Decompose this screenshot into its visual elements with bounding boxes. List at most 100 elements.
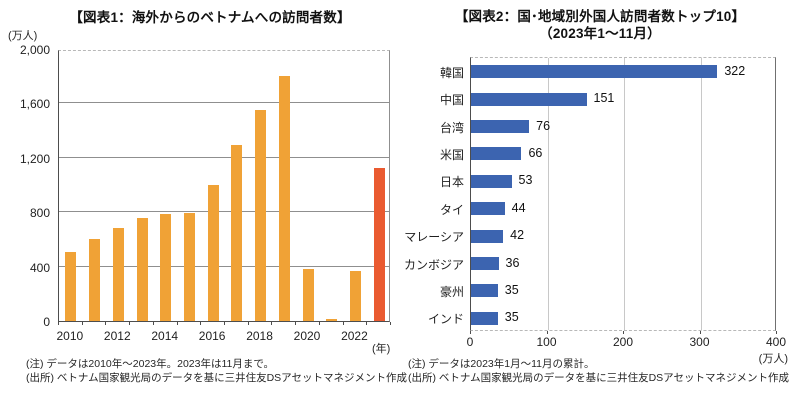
fig2-category-label: 中国: [439, 93, 464, 108]
fig1-xtick-label: 2020: [293, 329, 321, 343]
fig1-axis-tick: [129, 322, 131, 325]
fig2-value-label: 53: [518, 173, 533, 188]
fig2-bar-4: [471, 174, 512, 188]
fig1-bar-2016: [207, 184, 219, 321]
fig2-xtick-label: 100: [536, 335, 557, 349]
fig1-y-unit-label: (万人): [8, 30, 38, 42]
fig1-ytick-label: 1,600: [19, 97, 50, 112]
fig1-source-line: (出所) ベトナム国家観光局のデータを基に三井住友DSアセットマネジメント作成: [26, 371, 407, 384]
fig1-bar-2017: [231, 145, 243, 321]
fig2-gridline: [700, 58, 702, 330]
fig2-plot-area: [470, 57, 776, 331]
fig1-plot-area: [58, 50, 390, 322]
fig1-axis-tick: [152, 322, 154, 325]
fig2-category-label: 台湾: [439, 120, 464, 135]
fig2-title-line1: 【図表2：国･地域別外国人訪問者数トップ10】: [454, 9, 746, 24]
fig1-gridline: [59, 211, 389, 213]
fig2-notes: (注) データは2023年1月～11月の累計。 (出所) ベトナム国家観光局のデ…: [408, 358, 789, 385]
fig2-value-label: 322: [724, 63, 746, 78]
fig2-value-label: 35: [504, 282, 519, 297]
fig1-axis-tick: [295, 322, 297, 325]
fig2-value-label: 35: [504, 310, 519, 325]
fig1-axis-tick: [105, 322, 107, 325]
fig2-axis-tick: [546, 331, 548, 334]
fig2-gridline: [624, 58, 625, 330]
fig2-bar-2: [471, 120, 530, 133]
fig2-value-label: 42: [510, 228, 525, 243]
fig1-bar-2018: [255, 110, 267, 321]
fig1-xtick-label: 2010: [56, 329, 84, 343]
fig2-note-line: (注) データは2023年1月～11月の累計。: [408, 358, 595, 370]
fig2-bar-6: [471, 229, 504, 243]
fig2-category-label: マレーシア: [404, 230, 464, 245]
fig2-axis-tick: [776, 331, 777, 334]
fig2-value-label: 44: [511, 200, 526, 215]
fig2-value-label: 151: [593, 91, 615, 106]
fig2-category-label: 韓国: [439, 65, 464, 80]
fig1-ytick-label: 800: [29, 206, 50, 221]
fig1-title: 【図表1：海外からのベトナムへの訪問者数】: [69, 10, 351, 25]
fig1-gridline: [59, 102, 389, 104]
fig1-axis-tick: [271, 322, 273, 325]
fig1-axis-tick: [58, 322, 59, 325]
fig2-gridline: [547, 58, 549, 330]
fig1-axis-tick: [342, 322, 344, 325]
fig1-ytick-label: 2,000: [19, 43, 50, 57]
fig2-category-label: インド: [427, 312, 464, 327]
fig2-category-label: タイ: [439, 202, 464, 217]
fig2-axis-tick: [470, 331, 471, 334]
fig2-xtick-label: 200: [612, 335, 634, 349]
fig1-bar-2013: [136, 218, 148, 321]
fig1-gridline: [59, 265, 389, 267]
fig1-bar-2015: [183, 213, 195, 321]
fig2-category-label: 豪州: [439, 284, 464, 299]
fig1-notes: (注) データは2010年～2023年。2023年は11月まで。 (出所) ベト…: [26, 358, 407, 385]
fig1-bar-2012: [112, 227, 124, 321]
fig2-source-line: (出所) ベトナム国家観光局のデータを基に三井住友DSアセットマネジメント作成: [408, 371, 789, 384]
fig1-axis-tick: [200, 322, 202, 325]
fig2-axis-tick: [699, 331, 701, 334]
fig1-axis-tick: [390, 322, 391, 325]
fig2-title-line2: （2023年1～11月）: [539, 26, 661, 41]
fig2-value-label: 66: [528, 145, 543, 160]
fig2-axis-tick: [623, 331, 624, 334]
fig1-xtick-label: 2016: [198, 329, 226, 343]
fig1-bar-2010: [65, 252, 77, 321]
fig1-xtick-label: 2012: [103, 329, 131, 343]
fig1-bar-2022: [349, 271, 361, 321]
fig2-xtick-label: 400: [765, 335, 787, 349]
fig1-axis-tick: [366, 322, 368, 325]
fig1-bar-2020: [302, 268, 314, 321]
fig1-ytick-label: 1,200: [19, 151, 50, 166]
fig1-axis-tick: [318, 322, 320, 325]
fig2-category-label: カンボジア: [403, 257, 464, 272]
fig1-bar-2011: [89, 239, 101, 321]
fig2-xtick-label: 300: [689, 335, 710, 349]
fig2-category-label: 日本: [439, 175, 464, 190]
fig2-bar-0: [471, 65, 718, 79]
fig2-bar-9: [471, 311, 498, 325]
fig1-note-line: (注) データは2010年～2023年。2023年は11月まで。: [26, 358, 274, 370]
fig2-bar-1: [471, 92, 587, 106]
fig2-x-unit-label: (万人): [758, 353, 788, 365]
fig2-xtick-label: 0: [466, 335, 474, 349]
fig1-x-unit-label: (年): [372, 343, 391, 355]
fig1-axis-tick: [224, 322, 225, 325]
fig2-value-label: 36: [505, 255, 520, 270]
fig1-bar-2019: [278, 76, 290, 321]
fig2-value-label: 76: [536, 118, 551, 133]
fig1-xtick-label: 2014: [151, 329, 179, 343]
fig1-xtick-label: 2018: [246, 329, 273, 343]
fig1-axis-tick: [247, 322, 249, 325]
fig1-gridline: [59, 156, 389, 158]
fig1-bar-2023: [373, 168, 385, 321]
fig1-bar-2014: [160, 213, 172, 321]
fig1-ytick-label: 0: [43, 315, 50, 329]
fig1-ytick-label: 400: [29, 260, 50, 275]
fig2-bar-7: [471, 257, 499, 270]
fig2-bar-8: [471, 284, 498, 298]
fig1-xtick-label: 2022: [341, 329, 368, 343]
fig2-bar-5: [471, 202, 505, 216]
fig2-category-label: 米国: [439, 147, 464, 162]
